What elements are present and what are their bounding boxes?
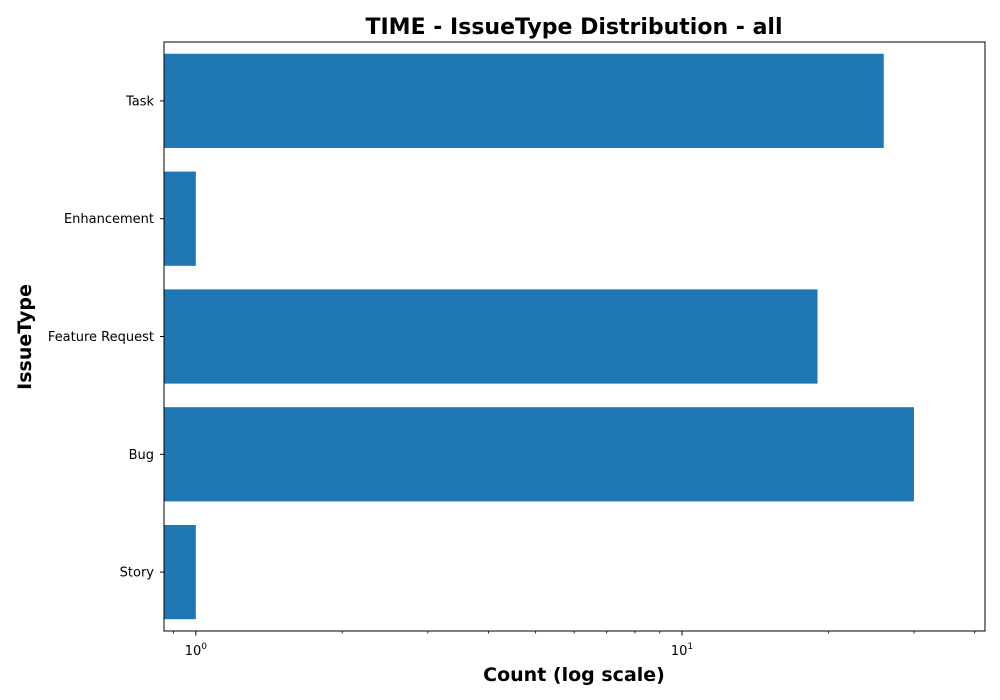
plot-area: Task Enhancement Feature Request Bug Story 10… xyxy=(48,41,986,659)
y-tick-label: Task xyxy=(125,94,155,109)
bar xyxy=(164,407,914,502)
x-axis-label: Count (log scale) xyxy=(483,664,665,686)
y-tick-label: Story xyxy=(120,566,155,581)
bar xyxy=(164,524,196,620)
y-axis-label: IssueType xyxy=(14,284,36,390)
bar xyxy=(164,171,196,266)
x-tick-label: 101 xyxy=(671,642,693,659)
x-tick-label: 100 xyxy=(185,642,208,659)
bar xyxy=(164,289,818,384)
y-tick-label: Enhancement xyxy=(64,212,154,227)
y-tick-label: Bug xyxy=(129,448,154,463)
y-tick-label: Feature Request xyxy=(48,330,154,345)
bar xyxy=(164,53,884,149)
chart-title: TIME - IssueType Distribution - all xyxy=(365,15,782,40)
